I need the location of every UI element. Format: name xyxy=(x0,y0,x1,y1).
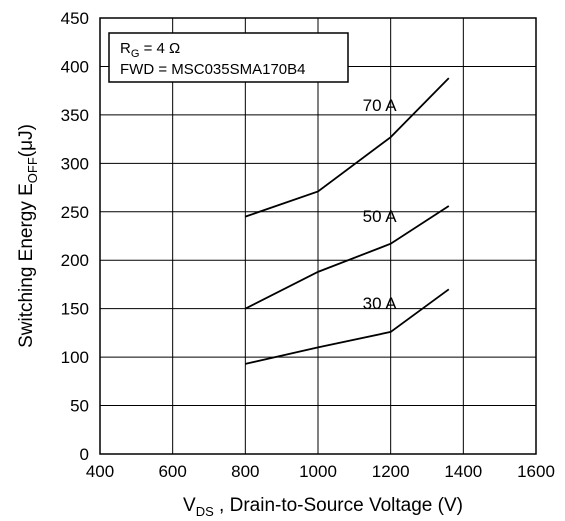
legend-box: RG = 4 Ω FWD = MSC035SMA170B4 xyxy=(108,32,349,83)
y-tick-label: 200 xyxy=(61,251,89,270)
legend-line-1: RG = 4 Ω xyxy=(120,40,180,60)
plot-area xyxy=(99,17,537,455)
x-tick-label: 1200 xyxy=(372,462,410,481)
y-tick-label: 350 xyxy=(61,106,89,125)
x-tick-label: 600 xyxy=(158,462,186,481)
y-tick-label: 250 xyxy=(61,203,89,222)
series-label: 50 A xyxy=(363,207,398,226)
y-tick-labels: 0 50 100 150 200 250 300 350 400 450 xyxy=(61,9,89,464)
series-line-30a xyxy=(245,288,450,365)
legend-line-2: FWD = MSC035SMA170B4 xyxy=(120,61,306,78)
series-labels: 70 A 50 A 30 A xyxy=(363,96,398,313)
y-tick-label: 400 xyxy=(61,57,89,76)
x-axis-label: VDS , Drain-to-Source Voltage (V) xyxy=(183,495,463,519)
y-axis-label: Switching Energy EOFF(μJ) xyxy=(16,124,40,348)
series-label: 30 A xyxy=(363,294,398,313)
series-line-70a xyxy=(245,77,450,218)
x-tick-label: 1600 xyxy=(517,462,555,481)
x-tick-labels: 400 600 800 1000 1200 1400 1600 xyxy=(86,462,555,481)
x-tick-label: 400 xyxy=(86,462,114,481)
series-line-50a xyxy=(244,205,450,310)
y-tick-label: 0 xyxy=(80,445,89,464)
x-tick-label: 1400 xyxy=(444,462,482,481)
y-tick-label: 150 xyxy=(61,300,89,319)
x-tick-label: 1000 xyxy=(299,462,337,481)
series-label: 70 A xyxy=(363,96,398,115)
x-tick-label: 800 xyxy=(231,462,259,481)
series-lines xyxy=(244,77,450,365)
y-tick-label: 450 xyxy=(61,9,89,28)
y-tick-label: 50 xyxy=(70,397,89,416)
y-tick-label: 300 xyxy=(61,154,89,173)
y-tick-label: 100 xyxy=(61,348,89,367)
grid xyxy=(99,17,537,455)
